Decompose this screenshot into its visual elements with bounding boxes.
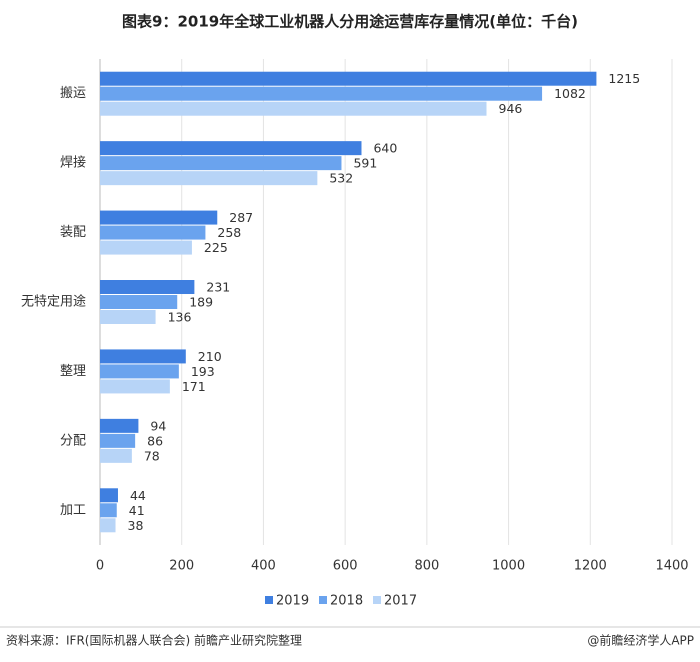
legend-label: 2018	[330, 594, 363, 609]
bar	[100, 295, 178, 309]
bar	[100, 488, 118, 503]
value-label: 136	[168, 310, 192, 325]
y-tick-label: 整理	[60, 364, 86, 379]
bar	[100, 171, 318, 186]
bar	[100, 518, 116, 533]
bar	[100, 503, 117, 518]
bar	[100, 433, 136, 448]
bar	[100, 71, 597, 86]
bar	[100, 210, 218, 225]
legend-swatch	[373, 596, 381, 604]
value-label: 1082	[554, 86, 586, 101]
value-label: 189	[189, 295, 213, 310]
x-tick-label: 400	[251, 559, 276, 574]
bar	[100, 280, 195, 294]
value-label: 171	[182, 379, 206, 394]
y-tick-label: 搬运	[60, 86, 86, 101]
legend-label: 2019	[276, 594, 309, 609]
y-tick-label: 加工	[60, 503, 86, 518]
value-label: 532	[329, 171, 353, 186]
bar	[100, 225, 206, 240]
bar	[100, 141, 362, 156]
legend-swatch	[265, 596, 273, 604]
bar	[100, 418, 139, 433]
legend-label: 2017	[384, 594, 417, 609]
legend-swatch	[319, 596, 327, 604]
x-tick-label: 0	[96, 559, 104, 574]
x-tick-label: 1400	[655, 559, 688, 574]
x-tick-label: 800	[414, 559, 439, 574]
value-label: 225	[204, 240, 228, 255]
value-label: 640	[373, 141, 397, 156]
x-tick-label: 600	[333, 559, 358, 574]
value-label: 86	[147, 433, 163, 448]
value-label: 231	[206, 280, 230, 295]
value-label: 41	[129, 503, 145, 518]
bar	[100, 349, 186, 364]
y-tick-label: 分配	[60, 433, 86, 448]
value-label: 94	[150, 418, 166, 433]
value-label: 193	[191, 364, 215, 379]
value-label: 1215	[608, 71, 640, 86]
chart-title: 图表9：2019年全球工业机器人分用途运营库存量情况(单位：千台)	[122, 13, 578, 31]
x-tick-label: 1200	[574, 559, 607, 574]
value-label: 210	[198, 349, 222, 364]
x-tick-label: 200	[169, 559, 194, 574]
bar	[100, 101, 487, 116]
value-label: 258	[217, 225, 241, 240]
value-label: 946	[499, 101, 523, 116]
value-label: 78	[144, 448, 160, 463]
bar	[100, 379, 170, 394]
value-label: 38	[128, 518, 144, 533]
bar	[100, 364, 179, 379]
y-tick-label: 装配	[60, 225, 86, 240]
bar	[100, 310, 156, 324]
bar	[100, 86, 543, 101]
y-tick-label: 焊接	[60, 155, 86, 171]
bar	[100, 156, 342, 171]
value-label: 287	[229, 210, 253, 225]
source-note: 资料来源：IFR(国际机器人联合会) 前瞻产业研究院整理	[6, 633, 302, 648]
value-label: 44	[130, 488, 146, 503]
bar	[100, 240, 192, 255]
value-label: 591	[353, 156, 377, 171]
y-tick-label: 无特定用途	[21, 294, 86, 310]
x-tick-label: 1000	[492, 559, 525, 574]
bar	[100, 448, 132, 463]
credit: @前瞻经济学人APP	[587, 633, 694, 648]
